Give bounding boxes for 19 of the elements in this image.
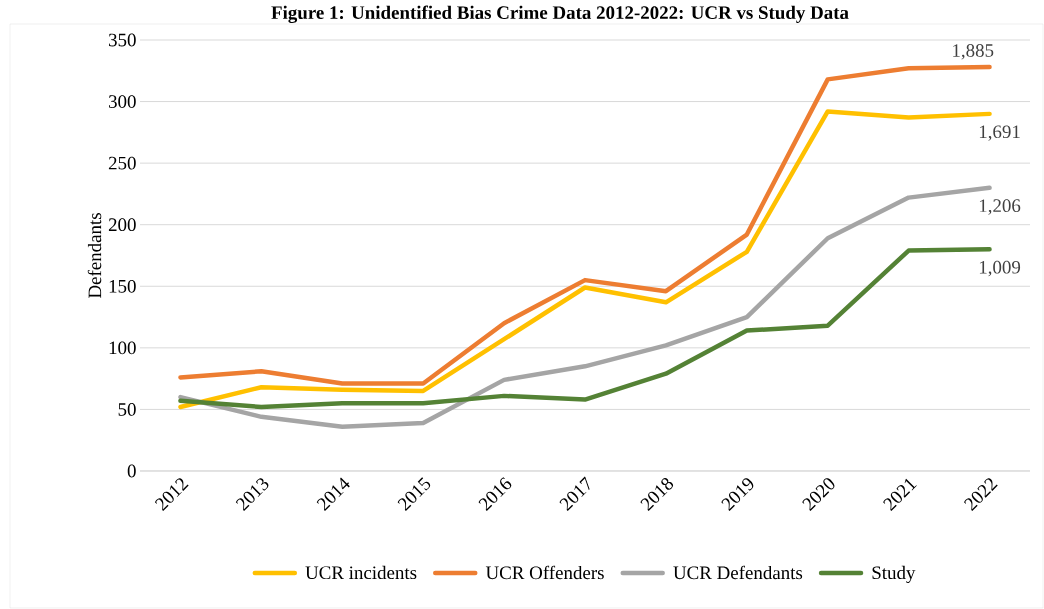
y-tick-label: 50 bbox=[118, 403, 136, 416]
legend-label: UCR Offenders bbox=[485, 565, 604, 580]
legend-label: UCR Defendants bbox=[673, 565, 803, 580]
annotation: 1,009 bbox=[979, 260, 1021, 277]
y-tick-label: 150 bbox=[109, 279, 136, 293]
y-axis-title: Defendants bbox=[87, 213, 102, 299]
y-tick-label: 0 bbox=[127, 464, 136, 478]
y-tick-label: 200 bbox=[108, 218, 136, 232]
annotation: 1,885 bbox=[953, 44, 994, 60]
y-tick-label: 350 bbox=[109, 33, 136, 47]
legend-label: UCR incidents bbox=[305, 565, 417, 580]
legend-label: Study bbox=[872, 565, 916, 583]
x-tick-label: 2021 bbox=[883, 478, 917, 512]
annotation: 1,206 bbox=[979, 199, 1021, 215]
y-tick-label: 100 bbox=[109, 341, 136, 355]
chart-title: Figure 1: Unidentified Bias Crime Data 2012-2022: UCR vs Study Data bbox=[271, 5, 849, 24]
annotation: 1,691 bbox=[979, 125, 1020, 141]
y-tick-label: 250 bbox=[108, 156, 136, 170]
y-tick-label: 300 bbox=[109, 95, 136, 108]
